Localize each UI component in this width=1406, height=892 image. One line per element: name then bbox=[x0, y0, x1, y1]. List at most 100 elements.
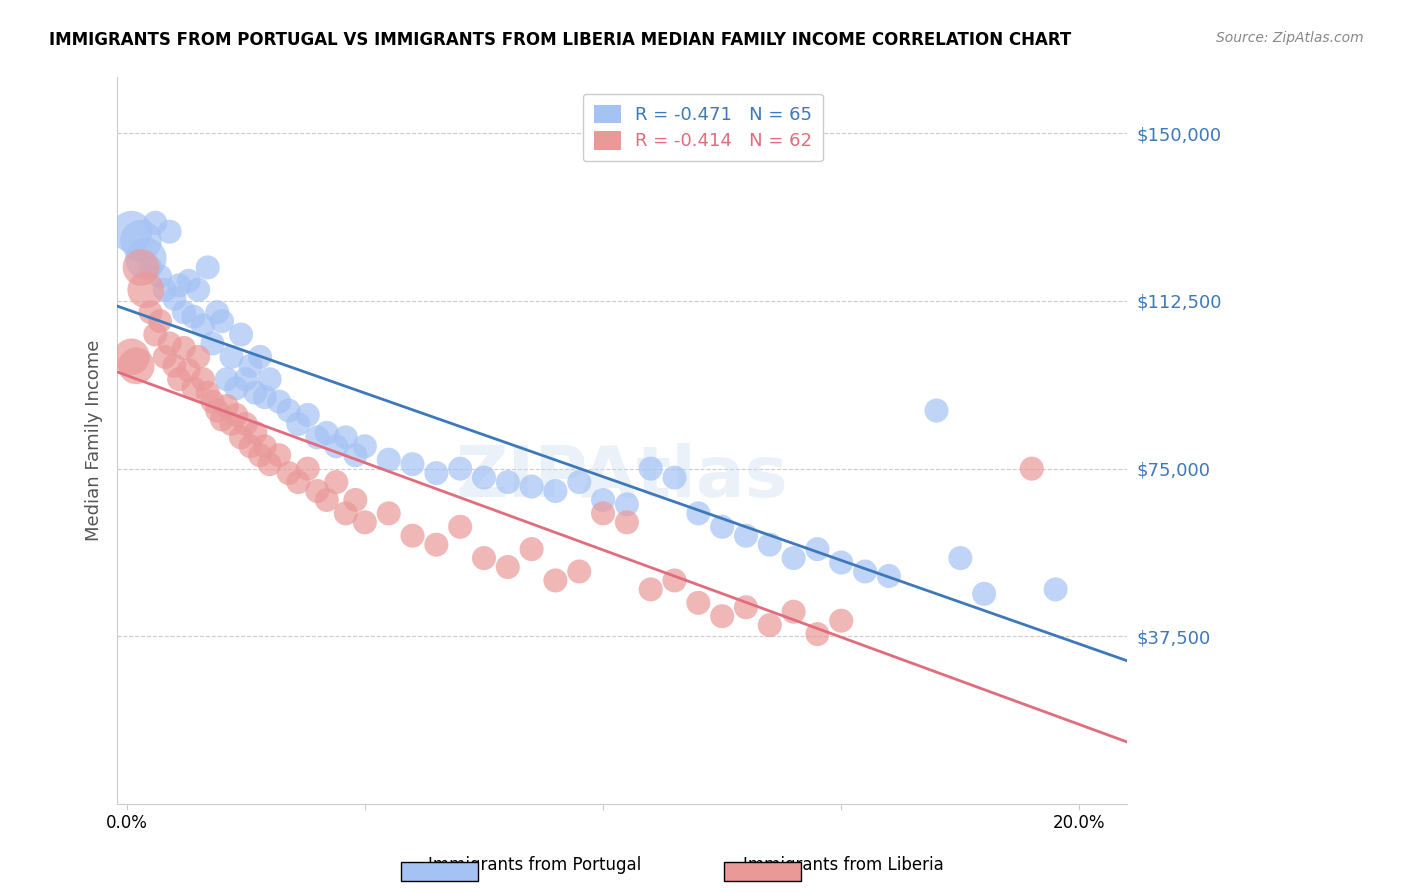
Point bbox=[173, 305, 195, 319]
Point bbox=[211, 412, 233, 426]
Point bbox=[249, 448, 271, 462]
Point bbox=[711, 520, 734, 534]
Point bbox=[344, 492, 367, 507]
Point bbox=[121, 350, 143, 364]
Point bbox=[187, 350, 209, 364]
Point bbox=[759, 538, 782, 552]
Point bbox=[191, 318, 214, 333]
Point bbox=[269, 394, 291, 409]
Point bbox=[135, 252, 157, 266]
Text: Immigrants from Liberia: Immigrants from Liberia bbox=[744, 856, 943, 874]
Point bbox=[143, 327, 166, 342]
Point bbox=[191, 372, 214, 386]
Point bbox=[277, 403, 299, 417]
Point bbox=[425, 538, 447, 552]
Text: IMMIGRANTS FROM PORTUGAL VS IMMIGRANTS FROM LIBERIA MEDIAN FAMILY INCOME CORRELA: IMMIGRANTS FROM PORTUGAL VS IMMIGRANTS F… bbox=[49, 31, 1071, 49]
Point bbox=[139, 260, 162, 275]
Point bbox=[354, 516, 377, 530]
Point bbox=[335, 507, 357, 521]
Point bbox=[688, 507, 710, 521]
Point bbox=[592, 507, 614, 521]
Point bbox=[287, 475, 309, 489]
Point bbox=[229, 327, 252, 342]
Point bbox=[377, 452, 399, 467]
Point bbox=[377, 507, 399, 521]
Point bbox=[187, 283, 209, 297]
Point bbox=[139, 305, 162, 319]
Point bbox=[325, 439, 347, 453]
Point bbox=[177, 363, 200, 377]
Text: ZIPAtlas: ZIPAtlas bbox=[456, 442, 789, 511]
Point bbox=[225, 408, 247, 422]
Point bbox=[221, 417, 243, 431]
Point bbox=[297, 461, 319, 475]
Point bbox=[201, 336, 224, 351]
Point bbox=[735, 529, 758, 543]
Point bbox=[183, 310, 205, 324]
Point bbox=[315, 425, 337, 440]
Point bbox=[129, 234, 152, 248]
Point bbox=[259, 457, 281, 471]
Point bbox=[325, 475, 347, 489]
Point bbox=[211, 314, 233, 328]
Point bbox=[287, 417, 309, 431]
Point bbox=[640, 582, 662, 597]
Point bbox=[401, 457, 423, 471]
Point bbox=[520, 542, 543, 557]
Point bbox=[520, 479, 543, 493]
Point bbox=[163, 292, 186, 306]
Point bbox=[759, 618, 782, 632]
Point bbox=[173, 341, 195, 355]
Point bbox=[167, 372, 190, 386]
Point bbox=[129, 260, 152, 275]
Point bbox=[354, 439, 377, 453]
Point bbox=[205, 403, 228, 417]
Point bbox=[568, 475, 591, 489]
Point bbox=[135, 283, 157, 297]
Point bbox=[472, 551, 495, 566]
Point bbox=[688, 596, 710, 610]
Point bbox=[853, 565, 876, 579]
Legend: R = -0.471   N = 65, R = -0.414   N = 62: R = -0.471 N = 65, R = -0.414 N = 62 bbox=[583, 94, 823, 161]
Point bbox=[245, 425, 267, 440]
Point bbox=[245, 385, 267, 400]
Point bbox=[425, 466, 447, 480]
Point bbox=[253, 439, 276, 453]
Point bbox=[544, 483, 567, 498]
Point bbox=[215, 372, 238, 386]
Point bbox=[925, 403, 948, 417]
Point bbox=[205, 305, 228, 319]
Point bbox=[1021, 461, 1043, 475]
Point bbox=[307, 483, 329, 498]
Point bbox=[177, 274, 200, 288]
Point bbox=[197, 260, 219, 275]
Point bbox=[253, 390, 276, 404]
Point bbox=[307, 430, 329, 444]
Point bbox=[215, 399, 238, 413]
Point bbox=[949, 551, 972, 566]
Point bbox=[259, 372, 281, 386]
Point bbox=[149, 314, 172, 328]
Point bbox=[163, 359, 186, 373]
Point bbox=[401, 529, 423, 543]
Point bbox=[201, 394, 224, 409]
Point bbox=[616, 516, 638, 530]
Point bbox=[159, 225, 181, 239]
Point bbox=[153, 283, 176, 297]
Point bbox=[153, 350, 176, 364]
Point bbox=[830, 614, 852, 628]
Point bbox=[229, 430, 252, 444]
Point bbox=[315, 492, 337, 507]
Point bbox=[269, 448, 291, 462]
Point bbox=[735, 600, 758, 615]
Point bbox=[1045, 582, 1067, 597]
Point bbox=[249, 350, 271, 364]
Point bbox=[782, 605, 804, 619]
Point bbox=[640, 461, 662, 475]
Point bbox=[496, 560, 519, 574]
Point bbox=[277, 466, 299, 480]
Point bbox=[297, 408, 319, 422]
Text: Immigrants from Portugal: Immigrants from Portugal bbox=[427, 856, 641, 874]
Point bbox=[973, 587, 995, 601]
Point bbox=[830, 556, 852, 570]
